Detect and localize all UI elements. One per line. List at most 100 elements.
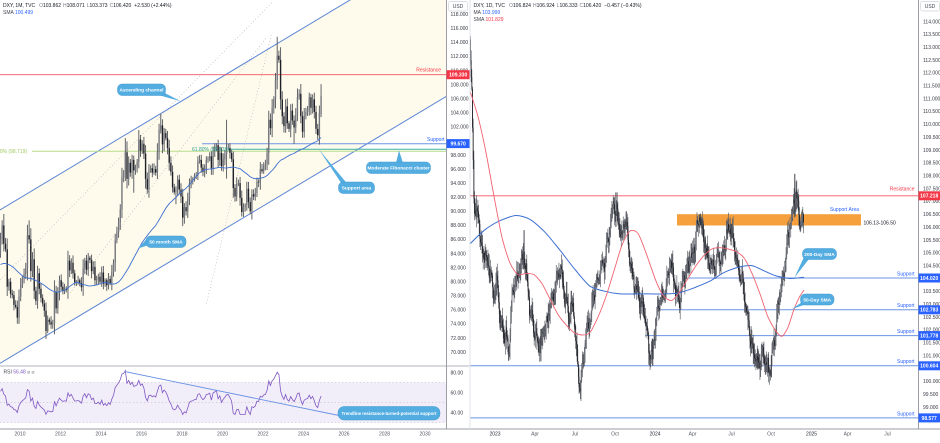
svg-text:2014: 2014 <box>95 431 106 437</box>
svg-text:USD: USD <box>453 4 464 10</box>
svg-text:90.000: 90.000 <box>451 209 467 215</box>
svg-text:Oct: Oct <box>767 431 775 437</box>
svg-text:50-Day SMA: 50-Day SMA <box>803 297 831 303</box>
svg-text:111.000: 111.000 <box>923 96 940 102</box>
svg-text:2024: 2024 <box>298 431 309 437</box>
svg-text:RSI 56.48 ⌀ ⌀: RSI 56.48 ⌀ ⌀ <box>4 370 35 376</box>
svg-text:111.500: 111.500 <box>923 84 940 90</box>
svg-text:102.500: 102.500 <box>923 315 940 321</box>
svg-text:50 month SMA: 50 month SMA <box>149 240 183 246</box>
svg-text:2018: 2018 <box>176 431 187 437</box>
svg-text:106.13-106.50: 106.13-106.50 <box>864 221 896 227</box>
svg-text:112.500: 112.500 <box>923 58 940 64</box>
svg-text:82.000: 82.000 <box>451 265 467 271</box>
svg-text:Support: Support <box>897 329 915 335</box>
svg-text:2030: 2030 <box>419 431 430 437</box>
svg-text:108.000: 108.000 <box>451 82 469 88</box>
svg-text:2012: 2012 <box>55 431 66 437</box>
svg-text:Support Area: Support Area <box>830 207 859 213</box>
svg-text:2016: 2016 <box>136 431 147 437</box>
svg-text:2025: 2025 <box>806 431 817 437</box>
svg-text:78.000: 78.000 <box>451 294 467 300</box>
svg-text:104.500: 104.500 <box>923 263 940 269</box>
svg-text:Apr: Apr <box>531 431 539 437</box>
svg-text:101.778: 101.778 <box>920 334 938 340</box>
svg-text:113.000: 113.000 <box>923 45 940 51</box>
svg-text:109.000: 109.000 <box>923 148 940 154</box>
svg-text:109.330: 109.330 <box>449 73 467 79</box>
svg-text:104.020: 104.020 <box>920 276 938 282</box>
svg-text:Support area: Support area <box>342 186 372 192</box>
svg-text:200-Day SMA: 200-Day SMA <box>804 252 835 258</box>
svg-text:2010: 2010 <box>14 431 25 437</box>
svg-text:Jul: Jul <box>884 431 890 437</box>
svg-text:Trendline resistance-turned-po: Trendline resistance-turned-potential su… <box>342 411 437 416</box>
svg-text:114.000: 114.000 <box>923 19 940 25</box>
svg-text:113.500: 113.500 <box>923 32 940 38</box>
svg-text:106.000: 106.000 <box>923 225 940 231</box>
svg-text:99.000: 99.000 <box>923 405 939 411</box>
svg-text:Jul: Jul <box>572 431 578 437</box>
svg-text:94.000: 94.000 <box>451 181 467 187</box>
svg-text:114.000: 114.000 <box>451 40 469 46</box>
svg-text:103.500: 103.500 <box>923 289 940 295</box>
svg-text:107.218: 107.218 <box>920 194 938 200</box>
svg-text:88.000: 88.000 <box>451 223 467 229</box>
svg-text:86.000: 86.000 <box>451 237 467 243</box>
svg-text:2028: 2028 <box>379 431 390 437</box>
svg-text:105.000: 105.000 <box>923 251 940 257</box>
svg-text:99.500: 99.500 <box>923 392 939 398</box>
svg-text:MA 103.999: MA 103.999 <box>474 10 501 16</box>
svg-text:Apr: Apr <box>844 431 852 437</box>
svg-text:108.500: 108.500 <box>923 161 940 167</box>
svg-text:Support: Support <box>897 271 915 277</box>
svg-text:96.000: 96.000 <box>451 167 467 173</box>
svg-text:Resistance: Resistance <box>890 187 915 193</box>
svg-text:SMA 100.499: SMA 100.499 <box>3 10 33 16</box>
svg-text:118.000: 118.000 <box>451 12 469 18</box>
svg-text:106.000: 106.000 <box>451 97 469 103</box>
svg-text:Oct: Oct <box>611 431 619 437</box>
svg-text:Jul: Jul <box>728 431 734 437</box>
svg-text:2024: 2024 <box>649 431 660 437</box>
svg-text:108.000: 108.000 <box>923 174 940 180</box>
svg-text:2020: 2020 <box>217 431 228 437</box>
svg-text:2026: 2026 <box>338 431 349 437</box>
svg-text:60.00: 60.00 <box>451 390 464 396</box>
svg-text:61.80% (98.428): 61.80% (98.428) <box>192 147 229 153</box>
svg-text:72.000: 72.000 <box>451 336 467 342</box>
svg-text:Resistance: Resistance <box>416 68 441 74</box>
svg-text:110.000: 110.000 <box>923 122 940 128</box>
svg-text:98.577: 98.577 <box>922 416 938 422</box>
svg-text:Support: Support <box>427 137 445 143</box>
svg-text:102.783: 102.783 <box>920 308 938 314</box>
svg-text:80.00: 80.00 <box>451 370 464 376</box>
svg-text:104.000: 104.000 <box>451 111 469 117</box>
svg-text:74.000: 74.000 <box>451 322 467 328</box>
svg-text:Support: Support <box>897 303 915 309</box>
svg-text:112.000: 112.000 <box>923 71 940 77</box>
svg-text:100.000: 100.000 <box>923 379 940 385</box>
svg-text:109.500: 109.500 <box>923 135 940 141</box>
svg-text:Moderate Fibonacci cluster: Moderate Fibonacci cluster <box>367 166 429 172</box>
svg-text:105.500: 105.500 <box>923 238 940 244</box>
svg-text:116.000: 116.000 <box>451 26 469 32</box>
svg-text:2023: 2023 <box>489 431 500 437</box>
svg-text:80.000: 80.000 <box>451 280 467 286</box>
svg-text:20% (98.719): 20% (98.719) <box>0 149 27 155</box>
svg-text:101.000: 101.000 <box>923 353 940 359</box>
svg-text:112.000: 112.000 <box>451 54 469 60</box>
svg-text:Apr: Apr <box>689 431 697 437</box>
svg-text:Ascending channel: Ascending channel <box>120 88 164 94</box>
svg-text:98.000: 98.000 <box>451 153 467 159</box>
svg-text:106.500: 106.500 <box>923 212 940 218</box>
svg-text:Support: Support <box>897 411 915 417</box>
svg-text:92.000: 92.000 <box>451 195 467 201</box>
svg-text:76.000: 76.000 <box>451 308 467 314</box>
svg-text:SMA 101.829: SMA 101.829 <box>474 17 504 23</box>
svg-text:99.670: 99.670 <box>451 142 467 148</box>
svg-text:102.000: 102.000 <box>451 125 469 131</box>
svg-text:Support: Support <box>897 359 915 365</box>
